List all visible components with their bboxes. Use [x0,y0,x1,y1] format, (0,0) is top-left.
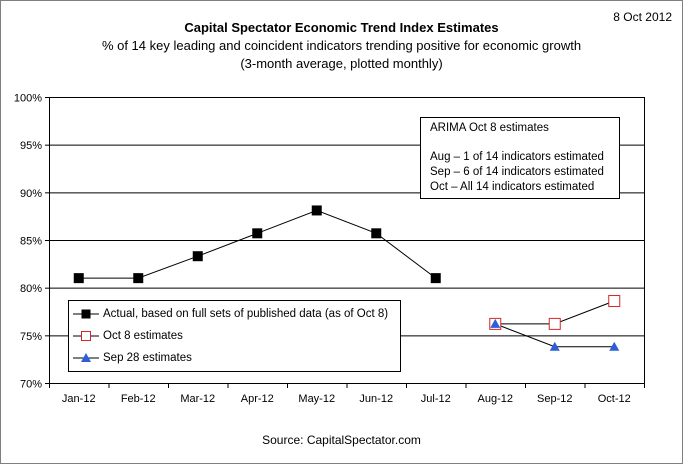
legend-label: Actual, based on full sets of published … [103,308,389,320]
annotation-line: Oct – All 14 indicators estimated [430,181,595,193]
legend-item-sep28: Sep 28 estimates [69,348,192,368]
data-point-actual [192,251,203,262]
x-tick-label: Mar-12 [180,393,215,405]
legend-marker-triangle [73,353,99,362]
x-tick-label: Apr-12 [241,393,274,405]
chart-title: Capital Spectator Economic Trend Index E… [184,20,499,35]
x-tick-label: Aug-12 [478,393,513,405]
legend-item-actual: Actual, based on full sets of published … [69,304,388,324]
x-tick-label: Jan-12 [62,393,96,405]
y-tick-label: 90% [20,188,42,200]
series [73,205,621,351]
legend-label: Sep 28 estimates [103,352,192,364]
data-point-actual [252,228,263,239]
y-tick-label: 100% [14,93,42,105]
y-tick-label: 95% [20,140,42,152]
x-tick-label: May-12 [298,393,335,405]
data-point-actual [371,228,382,239]
x-tick-label: Feb-12 [121,393,156,405]
data-point-oct8 [608,295,621,308]
legend-marker-open-square [73,331,99,341]
data-point-sep28 [609,341,620,351]
x-tick-label: Oct-12 [598,393,631,405]
chart-source: Source: CapitalSpectator.com [262,433,421,447]
annotation-line: Sep – 6 of 14 indicators estimated [430,166,604,178]
y-tick-label: 80% [20,283,42,295]
axes: 70% 75% 80% 85% 90% 95% 100% Jan-12 Feb-12 Mar-12… [14,93,645,405]
legend-label: Oct 8 estimates [103,330,183,342]
x-tick-label: Sep-12 [537,393,572,405]
data-point-actual [73,273,84,284]
x-tick-label: Jun-12 [359,393,393,405]
x-tick-label: Jul-12 [421,393,451,405]
data-point-sep28 [549,341,560,351]
legend-item-oct8: Oct 8 estimates [69,326,183,346]
annotation-title: ARIMA Oct 8 estimates [430,122,549,134]
series-line [78,209,437,279]
chart-subtitle: % of 14 key leading and coincident indic… [101,38,582,53]
data-point-actual [133,273,144,284]
y-tick-label: 85% [20,236,42,248]
annotation-box: ARIMA Oct 8 estimates Aug – 1 of 14 indi… [420,117,620,199]
legend: Actual, based on full sets of published … [68,300,401,372]
data-point-actual [311,205,322,216]
legend-marker-filled-square [73,309,99,319]
y-tick-label: 75% [20,331,42,343]
chart-date: 8 Oct 2012 [613,10,672,24]
chart-subtitle-note: (3-month average, plotted monthly) [240,56,443,71]
y-tick-label: 70% [20,379,42,391]
data-point-actual [430,273,441,284]
annotation-line: Aug – 1 of 14 indicators estimated [430,151,604,163]
data-point-oct8 [548,317,561,330]
data-point-sep28 [490,318,501,328]
